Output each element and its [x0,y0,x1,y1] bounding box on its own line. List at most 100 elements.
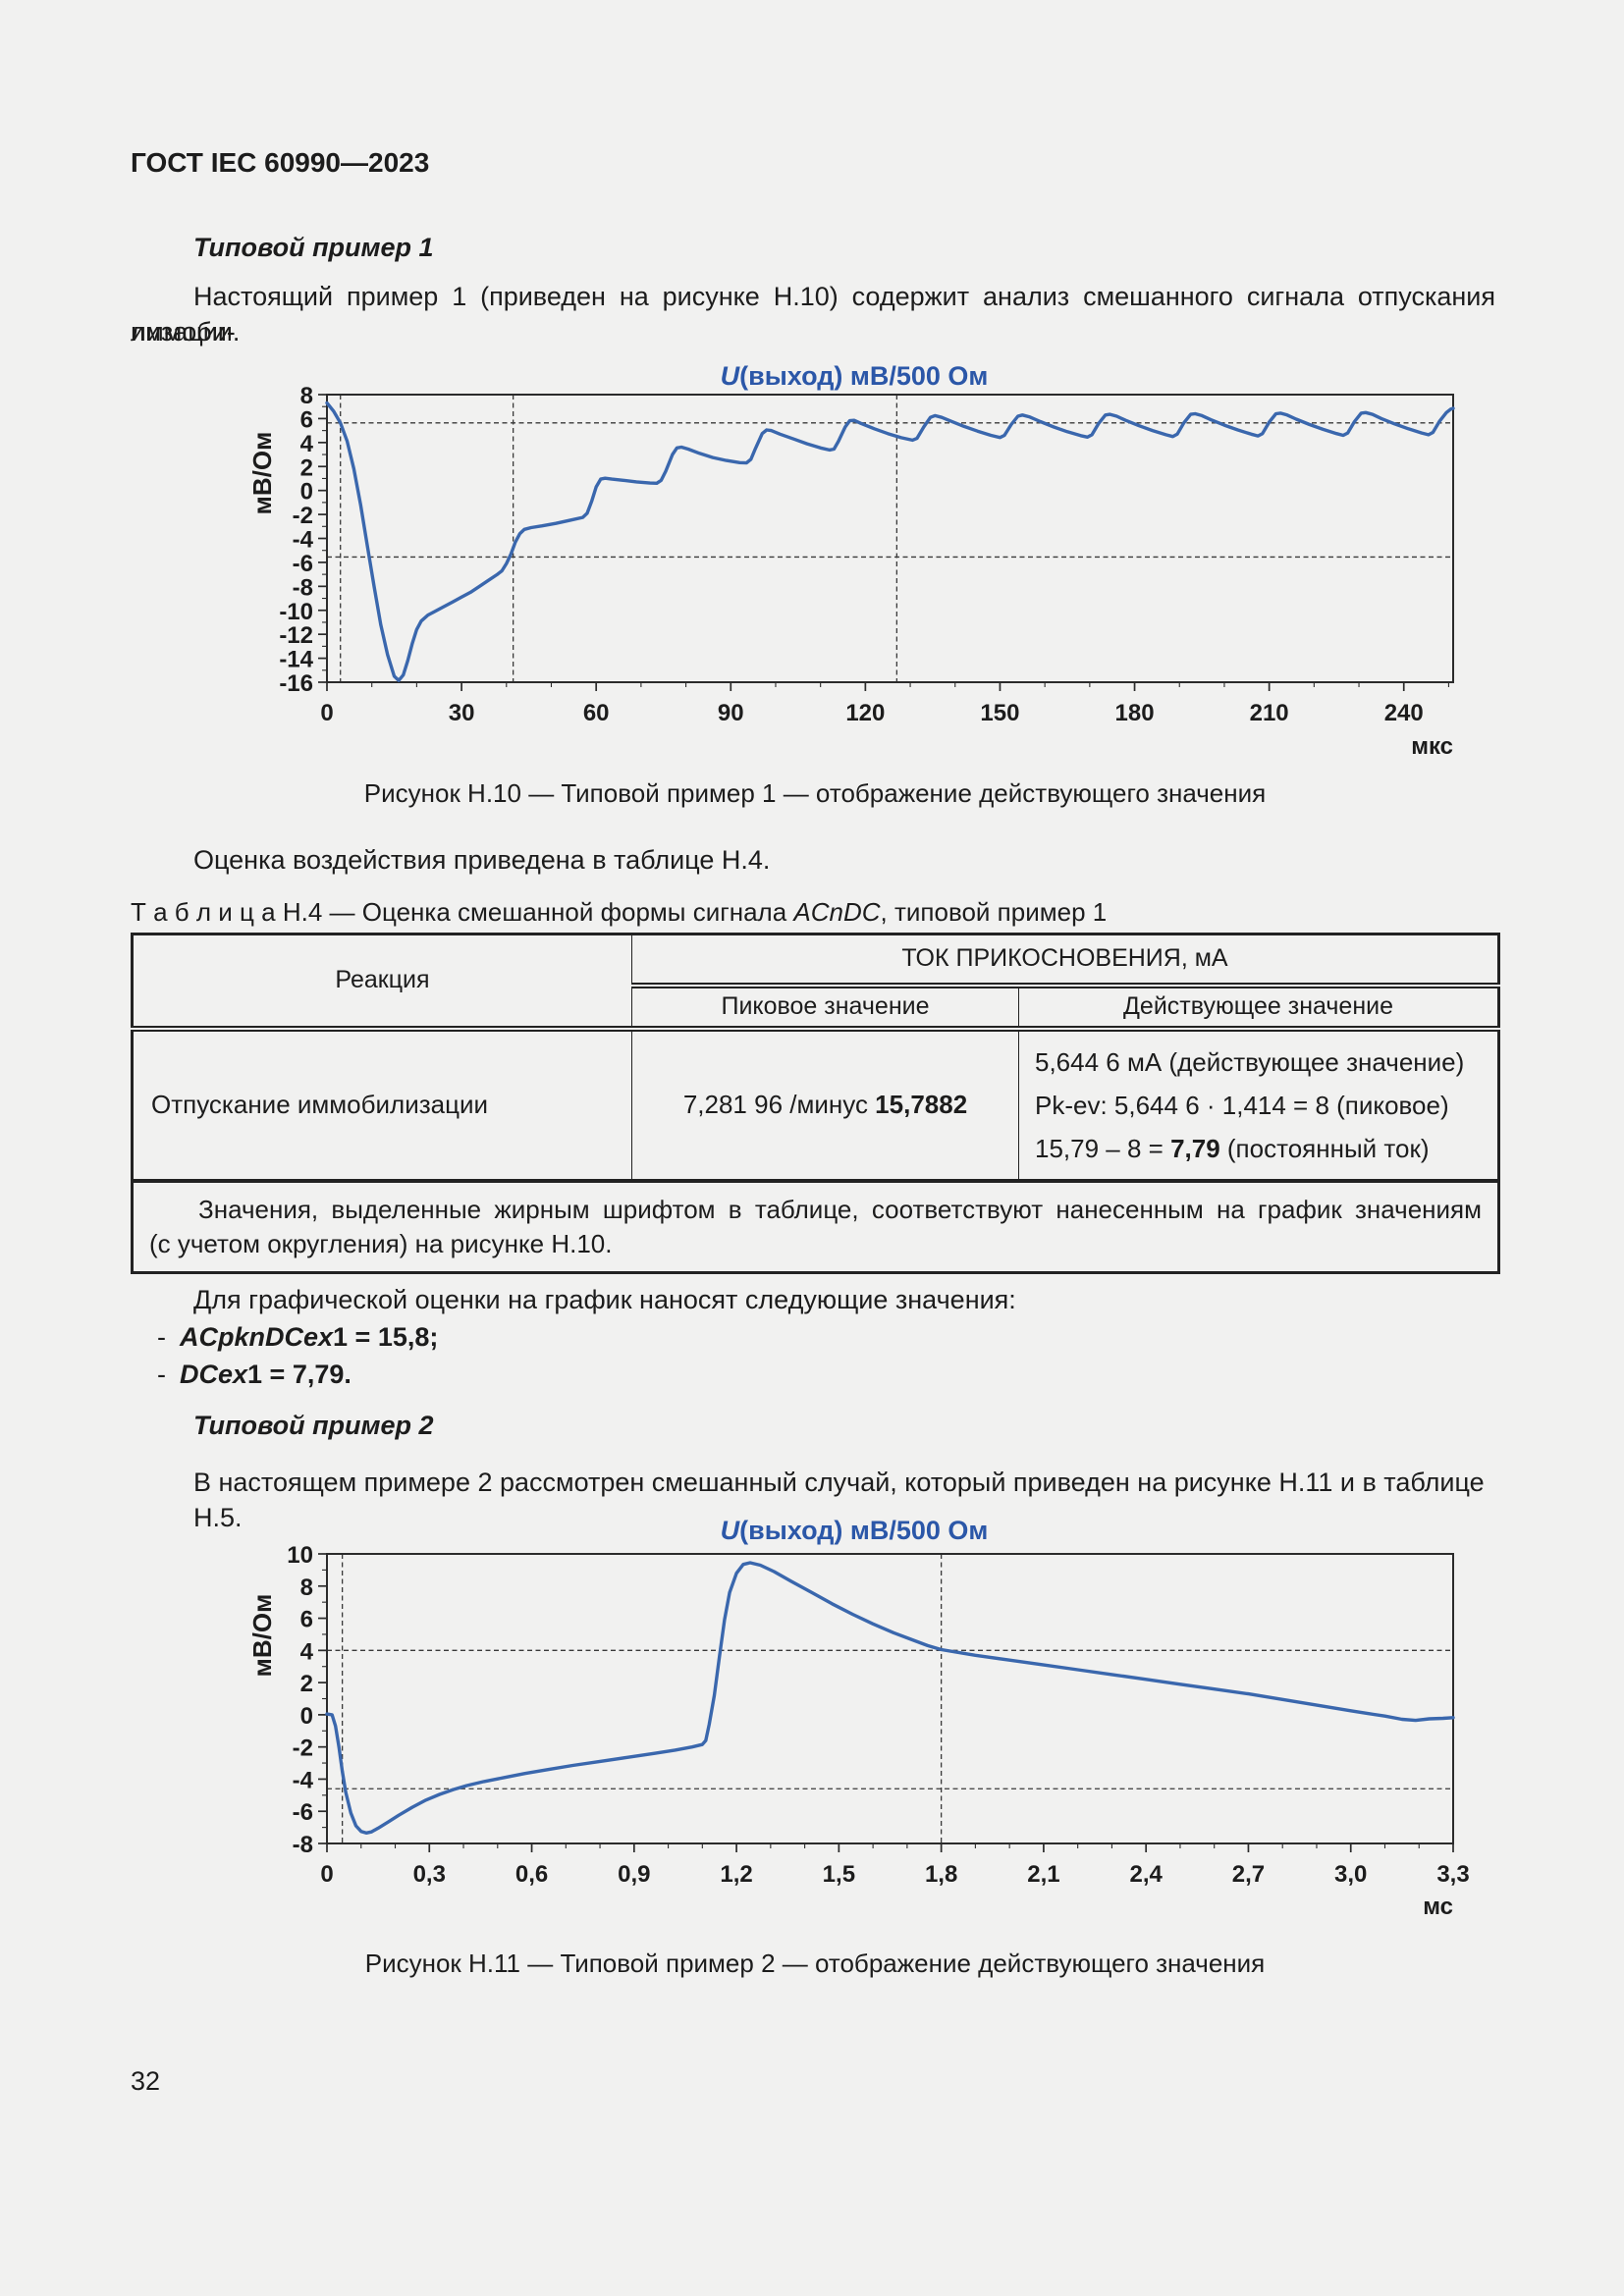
table-title-suffix: , типовой пример 1 [880,897,1108,927]
figure-h11-caption: Рисунок Н.11 — Типовой пример 2 — отобра… [364,1949,1266,1978]
x-axis-unit-label: мс [1423,1894,1453,1920]
item1-dash: - [157,1322,166,1352]
x-tick-label: 0,6 [515,1861,548,1888]
y-tick-label: 8 [300,1575,313,1601]
x-tick-label: 3,3 [1436,1861,1469,1888]
table-header-rms: Действующее значение [1018,985,1499,1032]
example1-heading: Типовой пример 1 [193,233,434,262]
y-tick-label: -2 [293,1735,313,1762]
item2-dash: - [157,1360,166,1389]
item1-value: 1 = 15,8; [333,1322,439,1352]
x-tick-label: 1,8 [925,1861,957,1888]
table-h4-title: Т а б л и ц а Н.4 — Оценка смешанной фор… [131,897,1107,928]
table-cell-reaction: Отпускание иммобилизации [132,1028,632,1183]
x-tick-label: 2,1 [1027,1861,1059,1888]
y-tick-label: 8 [300,383,313,409]
y-tick-label: -16 [279,670,313,697]
rms-line-3-bold: 7,79 [1170,1133,1220,1163]
y-tick-label: 0 [300,1703,313,1730]
rms-line-2: Pk-ev: 5,644 6 · 1,414 = 8 (пиковое) [1035,1090,1449,1120]
figure-h11-chart: 0 0,3 0,6 0,9 1,2 1,5 1,8 2,1 2,4 2,7 3,0 3,3 10 8 6 4 2… [137,1510,1512,1920]
table-header-touch-current: ТОК ПРИКОСНОВЕНИЯ, мА [631,934,1499,988]
chart-title: U(выход) мВ/500 Ом [721,1516,989,1545]
table-h4: Реакция ТОК ПРИКОСНОВЕНИЯ, мА Пиковое зн… [131,933,1500,1274]
y-tick-label: -8 [293,574,313,601]
example1-paragraph-line1: Настоящий пример 1 (приведен на рисунке … [131,282,1495,347]
figure-h10-chart: 0 30 60 90 120 150 180 210 240 8 6 4 2 0 -2 -4 -6 -8 -10 -1… [137,355,1512,766]
x-tick-label: 0,3 [413,1861,446,1888]
table-note-line2: (с учетом округления) на рисунке Н.10. [149,1228,613,1258]
figure-h10-caption: Рисунок Н.10 — Типовой пример 1 — отобра… [363,778,1267,808]
table-header-reaction: Реакция [132,934,632,1032]
x-tick-label: 210 [1250,700,1289,726]
y-tick-label: -2 [293,503,313,529]
y-axis-label: мВ/Ом [247,432,277,515]
peak-value-normal: 7,281 96 /минус [682,1090,876,1119]
x-tick-label: 120 [845,700,885,726]
y-tick-label: -8 [293,1832,313,1858]
item1-variable: ACpknDCex [180,1322,334,1352]
x-tick-label: 0,9 [618,1861,650,1888]
table-title-prefix: Т а б л и ц а Н.4 — Оценка смешанной фор… [131,897,794,927]
graph-values-intro: Для графической оценки на график наносят… [193,1285,1016,1314]
y-tick-label: 0 [300,479,313,506]
x-tick-label: 2,7 [1232,1861,1265,1888]
x-tick-label: 3,0 [1334,1861,1367,1888]
x-tick-label: 90 [718,700,744,726]
plot-frame [326,394,1454,683]
x-tick-label: 2,4 [1129,1861,1163,1888]
table-cell-rms: 5,644 6 мА (действующее значение) Pk-ev:… [1018,1028,1499,1183]
table-note-line1: Значения, выделенные жирным шрифтом в та… [198,1194,1482,1224]
waveform-line [325,400,1455,682]
y-axis-label: мВ/Ом [247,1594,277,1678]
x-axis-unit-label: мкс [1411,733,1453,760]
rms-line-3: 15,79 – 8 = 7,79 (постоянный ток) [1035,1132,1488,1165]
graph-value-item-1: - ACpknDCex1 = 15,8; [157,1319,1522,1355]
x-tick-label: 1,2 [720,1861,752,1888]
y-tick-label: -6 [293,1799,313,1826]
y-tick-label: 6 [300,406,313,433]
waveform-line [325,1561,1455,1835]
graph-value-item-2: - DCex1 = 7,79. [157,1357,1522,1392]
chart-title: U(выход) мВ/500 Ом [721,361,989,391]
y-tick-label: 10 [287,1542,313,1569]
x-tick-label: 0 [320,700,333,726]
y-tick-label: 6 [300,1607,313,1633]
x-tick-label: 240 [1384,700,1424,726]
rms-line-1: 5,644 6 мА (действующее значение) [1035,1046,1465,1077]
table-title-signal-name: ACnDC [793,897,881,927]
y-tick-label: -14 [279,647,313,673]
rms-line-3-normal: 15,79 – 8 = [1035,1133,1171,1163]
table-cell-peak: 7,281 96 /минус 15,7882 [631,1028,1019,1183]
peak-value-bold: 15,7882 [875,1090,968,1119]
x-tick-label: 1,5 [823,1861,855,1888]
page-header: ГОСТ IEC 60990—2023 [131,147,430,178]
y-tick-label: -10 [279,599,313,625]
x-tick-label: 150 [980,700,1019,726]
table-header-peak: Пиковое значение [631,985,1019,1032]
rms-line-3-tail: (постоянный ток) [1219,1133,1430,1163]
page-number: 32 [131,2066,161,2096]
item2-value: 1 = 7,79. [247,1360,352,1389]
y-tick-label: 2 [300,1671,313,1697]
y-tick-label: -4 [293,527,314,554]
x-tick-label: 30 [449,700,475,726]
item2-variable: DCex [180,1360,248,1389]
example2-heading: Типовой пример 2 [193,1411,434,1440]
chart-canvas: 0 0,3 0,6 0,9 1,2 1,5 1,8 2,1 2,4 2,7 3,0 3,3 10 8 6 4 2… [247,1516,1470,1920]
x-tick-label: 60 [583,700,610,726]
y-tick-label: 4 [300,1638,314,1665]
x-tick-label: 180 [1115,700,1155,726]
x-tick-label: 0 [320,1861,333,1888]
example1-paragraph-line2: лизации. [131,317,241,347]
y-tick-label: 2 [300,454,313,481]
table-note: Значения, выделенные жирным шрифтом в та… [132,1180,1499,1273]
y-tick-label: -4 [293,1767,314,1793]
y-tick-label: -12 [279,622,313,649]
y-tick-label: 4 [300,431,314,457]
chart-canvas: 0 30 60 90 120 150 180 210 24086420-2-4-6-8-10-1… [247,361,1455,760]
text-after-figure10: Оценка воздействия приведена в таблице Н… [193,845,771,875]
example2-paragraph: В настоящем примере 2 рассмотрен смешанн… [193,1468,1485,1532]
y-tick-label: -6 [293,551,313,577]
